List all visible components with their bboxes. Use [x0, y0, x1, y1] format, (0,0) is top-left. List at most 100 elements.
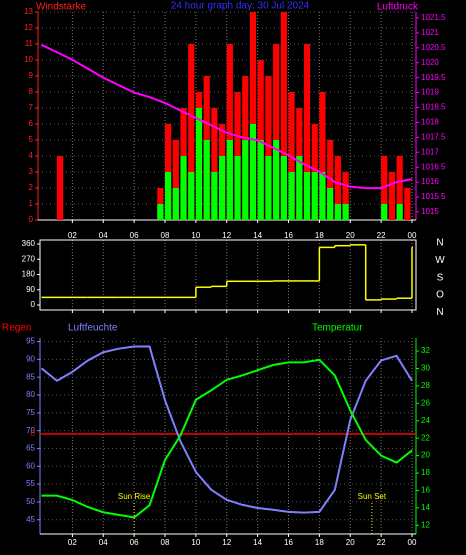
wind-bar [219, 156, 226, 220]
y-tick-label: 70 [26, 426, 35, 435]
wind-bar [242, 140, 249, 220]
y2-tick-label: 1021 [421, 28, 439, 37]
wind-bar [319, 92, 326, 220]
y-tick-label: 6 [29, 119, 34, 128]
y2-tick-label: 1015 [421, 207, 439, 216]
x-tick-label: 02 [68, 538, 77, 547]
y-tick-label: 0 [31, 300, 36, 309]
x-tick-label: 10 [191, 231, 200, 240]
y-tick-label: 7 [29, 103, 34, 112]
x-tick-label: 02 [68, 231, 77, 240]
y-tick-label: 75 [26, 408, 35, 417]
wind-bar [303, 44, 311, 220]
y2-tick-label: 1016.5 [421, 162, 446, 171]
y-tick-label: 270 [22, 254, 36, 263]
annotation: Sun Rise [118, 492, 151, 501]
x-tick-label: 12 [222, 231, 231, 240]
wind-bar [342, 172, 349, 220]
wind-bar [388, 172, 396, 220]
x-tick-label: 00 [408, 538, 417, 547]
wind-bar [342, 204, 349, 220]
y2-tick-label: 22 [421, 433, 430, 442]
y-tick-label: 45 [26, 515, 35, 524]
legend-label: Regen [2, 323, 31, 334]
y2-tick-label: 26 [421, 398, 430, 407]
y-tick-label: 60 [26, 461, 35, 470]
wind-bar [211, 108, 218, 220]
x-tick-label: 14 [253, 231, 262, 240]
annotation: Sun Set [358, 492, 387, 501]
wind-bar [249, 124, 257, 220]
wind-bar [311, 172, 318, 220]
direction-label: N [436, 238, 443, 249]
x-tick-label: 04 [99, 538, 108, 547]
y-tick-label: 8 [29, 87, 34, 96]
wind-bar [226, 44, 233, 220]
series-line [41, 43, 413, 190]
direction-label: O [436, 290, 444, 301]
y-tick-label: 85 [26, 372, 35, 381]
y2-tick-label: 32 [421, 346, 430, 355]
y-tick-label: 180 [22, 270, 36, 279]
wind-bar [165, 172, 172, 220]
y2-tick-label: 1017.5 [421, 132, 446, 141]
x-tick-label: 18 [315, 538, 324, 547]
legend-label: Temperatur [312, 323, 363, 334]
wind-bar [381, 204, 388, 220]
series-line [41, 358, 413, 519]
x-tick-label: 18 [315, 231, 324, 240]
y2-tick-label: 24 [421, 416, 430, 425]
x-tick-label: 20 [346, 538, 355, 547]
direction-label: N [436, 307, 443, 318]
direction-label: W [435, 255, 445, 266]
y2-tick-label: 1015.5 [421, 192, 446, 201]
wind-bar [334, 204, 341, 220]
wind-bar [381, 156, 388, 220]
x-tick-label: 08 [161, 538, 170, 547]
series-line [40, 345, 413, 514]
y2-tick-label: 18 [421, 468, 430, 477]
x-tick-label: 04 [99, 231, 108, 240]
y2-tick-label: 20 [421, 451, 430, 460]
y2-tick-label: 1021.5 [421, 13, 446, 22]
wind-bar [265, 156, 272, 220]
y2-tick-label: 28 [421, 381, 430, 390]
y2-tick-label: 1018 [421, 118, 439, 127]
wind-bar [334, 156, 341, 220]
wind-bar [195, 108, 203, 220]
panel-frame [39, 239, 417, 311]
wind-bar [273, 140, 280, 220]
y-tick-label: 55 [26, 479, 35, 488]
x-tick-label: 14 [253, 538, 262, 547]
wind-bar [234, 156, 241, 220]
wind-bar [226, 140, 233, 220]
y-tick-label: 360 [22, 239, 36, 248]
y2-tick-label: 1016 [421, 177, 439, 186]
x-tick-label: 12 [222, 538, 231, 547]
y-tick-label: 2 [29, 183, 34, 192]
x-tick-label: 06 [130, 231, 139, 240]
wind-bar [404, 188, 411, 220]
wind-bar [257, 140, 264, 220]
x-tick-label: 00 [408, 231, 417, 240]
wind-bar [280, 156, 287, 220]
x-tick-label: 16 [284, 231, 293, 240]
x-tick-label: 20 [346, 231, 355, 240]
y-tick-label: 90 [26, 354, 35, 363]
y2-tick-label: 1018.5 [421, 103, 446, 112]
wind-bar [249, 12, 257, 220]
x-tick-label: 16 [284, 538, 293, 547]
wind-bar [172, 140, 179, 220]
x-tick-label: 22 [377, 538, 386, 547]
wind-bar [273, 44, 280, 220]
y-tick-label: 90 [26, 285, 35, 294]
wind-bar [327, 188, 334, 220]
wind-bar [188, 172, 195, 220]
wind-bar [396, 204, 403, 220]
y-tick-label: 10 [24, 55, 33, 64]
wind-bar [188, 44, 195, 220]
y2-tick-label: 1020.5 [421, 43, 446, 52]
wind-bar [203, 140, 210, 220]
